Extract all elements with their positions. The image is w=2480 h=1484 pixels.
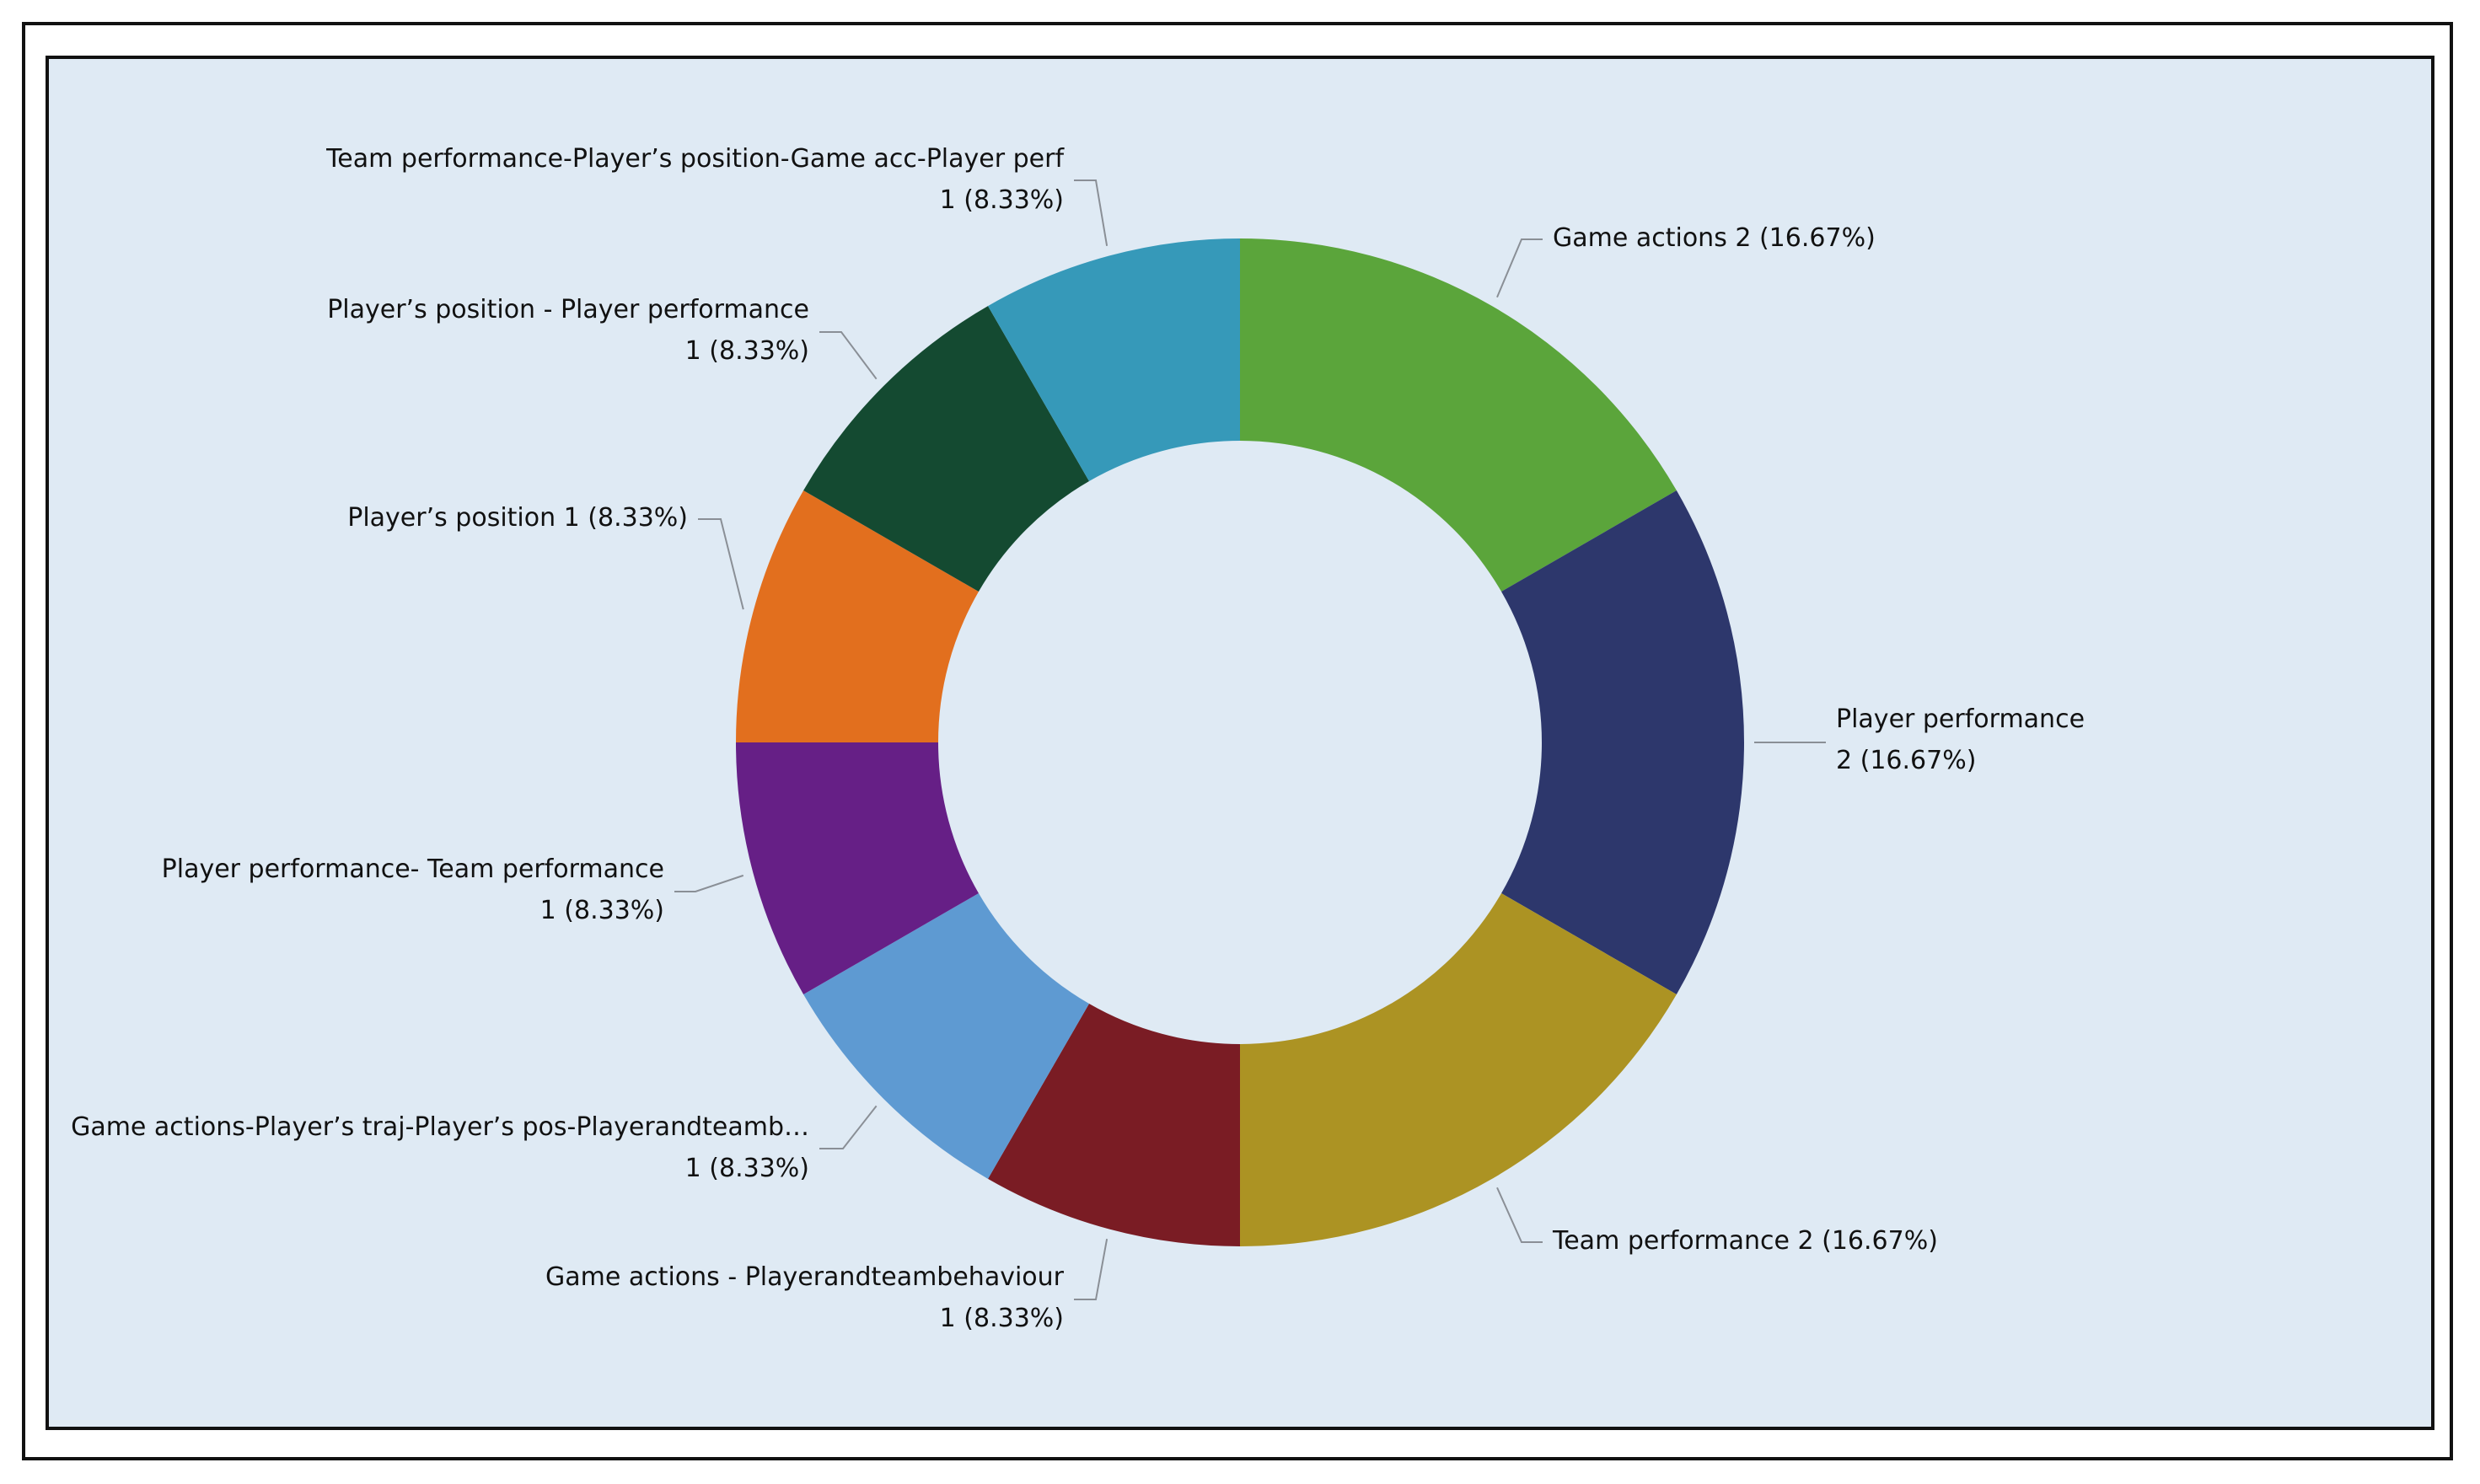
slice-label: Player performance 2 (16.67%) — [1836, 704, 2085, 775]
slice-label-line: Team performance-Player’s position-Game … — [325, 144, 1065, 174]
slice-label: Game actions-Player’s traj-Player’s pos-… — [71, 1112, 809, 1183]
donut-slice[interactable] — [988, 238, 1240, 481]
slice-label-line: Team performance 2 (16.67%) — [1552, 1226, 1938, 1256]
donut-slice[interactable] — [803, 306, 1089, 592]
slice-label: Game actions 2 (16.67%) — [1553, 223, 1876, 253]
slice-value-line: 1 (8.33%) — [685, 1154, 809, 1183]
label-leader-line — [819, 331, 878, 380]
slice-label: Game actions - Playerandteambehaviour 1 (… — [545, 1262, 1065, 1333]
slice-label: Player’s position 1 (8.33%) — [347, 503, 688, 533]
slice-value-line: 1 (8.33%) — [940, 1304, 1064, 1333]
slice-label-line: Player’s position - Player performance — [327, 295, 809, 324]
slice-label-line: Player performance- Team performance — [162, 855, 664, 884]
slice-label: Player’s position - Player performance 1 … — [327, 295, 809, 366]
donut-slice[interactable] — [736, 742, 979, 994]
label-leader-line — [1496, 238, 1543, 298]
label-leader-line — [1074, 1239, 1108, 1300]
donut-slice[interactable] — [1501, 490, 1744, 994]
slice-label: Team performance 2 (16.67%) — [1552, 1226, 1938, 1256]
label-leader-line — [674, 874, 744, 892]
slice-label-line: Player performance — [1836, 704, 2085, 734]
slice-labels: Game actions 2 (16.67%) Player performanc… — [71, 144, 2085, 1333]
slice-value-line: 2 (16.67%) — [1836, 746, 1976, 775]
label-leader-line — [698, 518, 744, 610]
slice-label-line: Game actions-Player’s traj-Player’s pos-… — [71, 1112, 809, 1142]
donut-slice[interactable] — [988, 1004, 1240, 1246]
slice-label-line: Game actions - Playerandteambehaviour — [545, 1262, 1065, 1292]
slice-value-line: 1 (8.33%) — [540, 896, 664, 925]
slice-label: Player performance- Team performance 1 (8… — [162, 855, 664, 925]
donut-slice[interactable] — [1240, 238, 1677, 592]
label-leader-line — [1074, 179, 1108, 246]
slice-value-line: 1 (8.33%) — [685, 336, 809, 366]
slice-value-line: 1 (8.33%) — [940, 185, 1064, 215]
label-leader-line — [1496, 1187, 1543, 1243]
donut-slice[interactable] — [736, 490, 979, 742]
slice-label-line: Game actions 2 (16.67%) — [1553, 223, 1876, 253]
label-leader-lines — [674, 179, 1826, 1300]
donut-slice[interactable] — [803, 893, 1089, 1179]
slice-label-line: Player’s position 1 (8.33%) — [347, 503, 688, 533]
donut-slice[interactable] — [1240, 893, 1677, 1246]
donut-slices — [736, 238, 1744, 1246]
slice-label: Team performance-Player’s position-Game … — [325, 144, 1065, 215]
label-leader-line — [819, 1105, 878, 1149]
